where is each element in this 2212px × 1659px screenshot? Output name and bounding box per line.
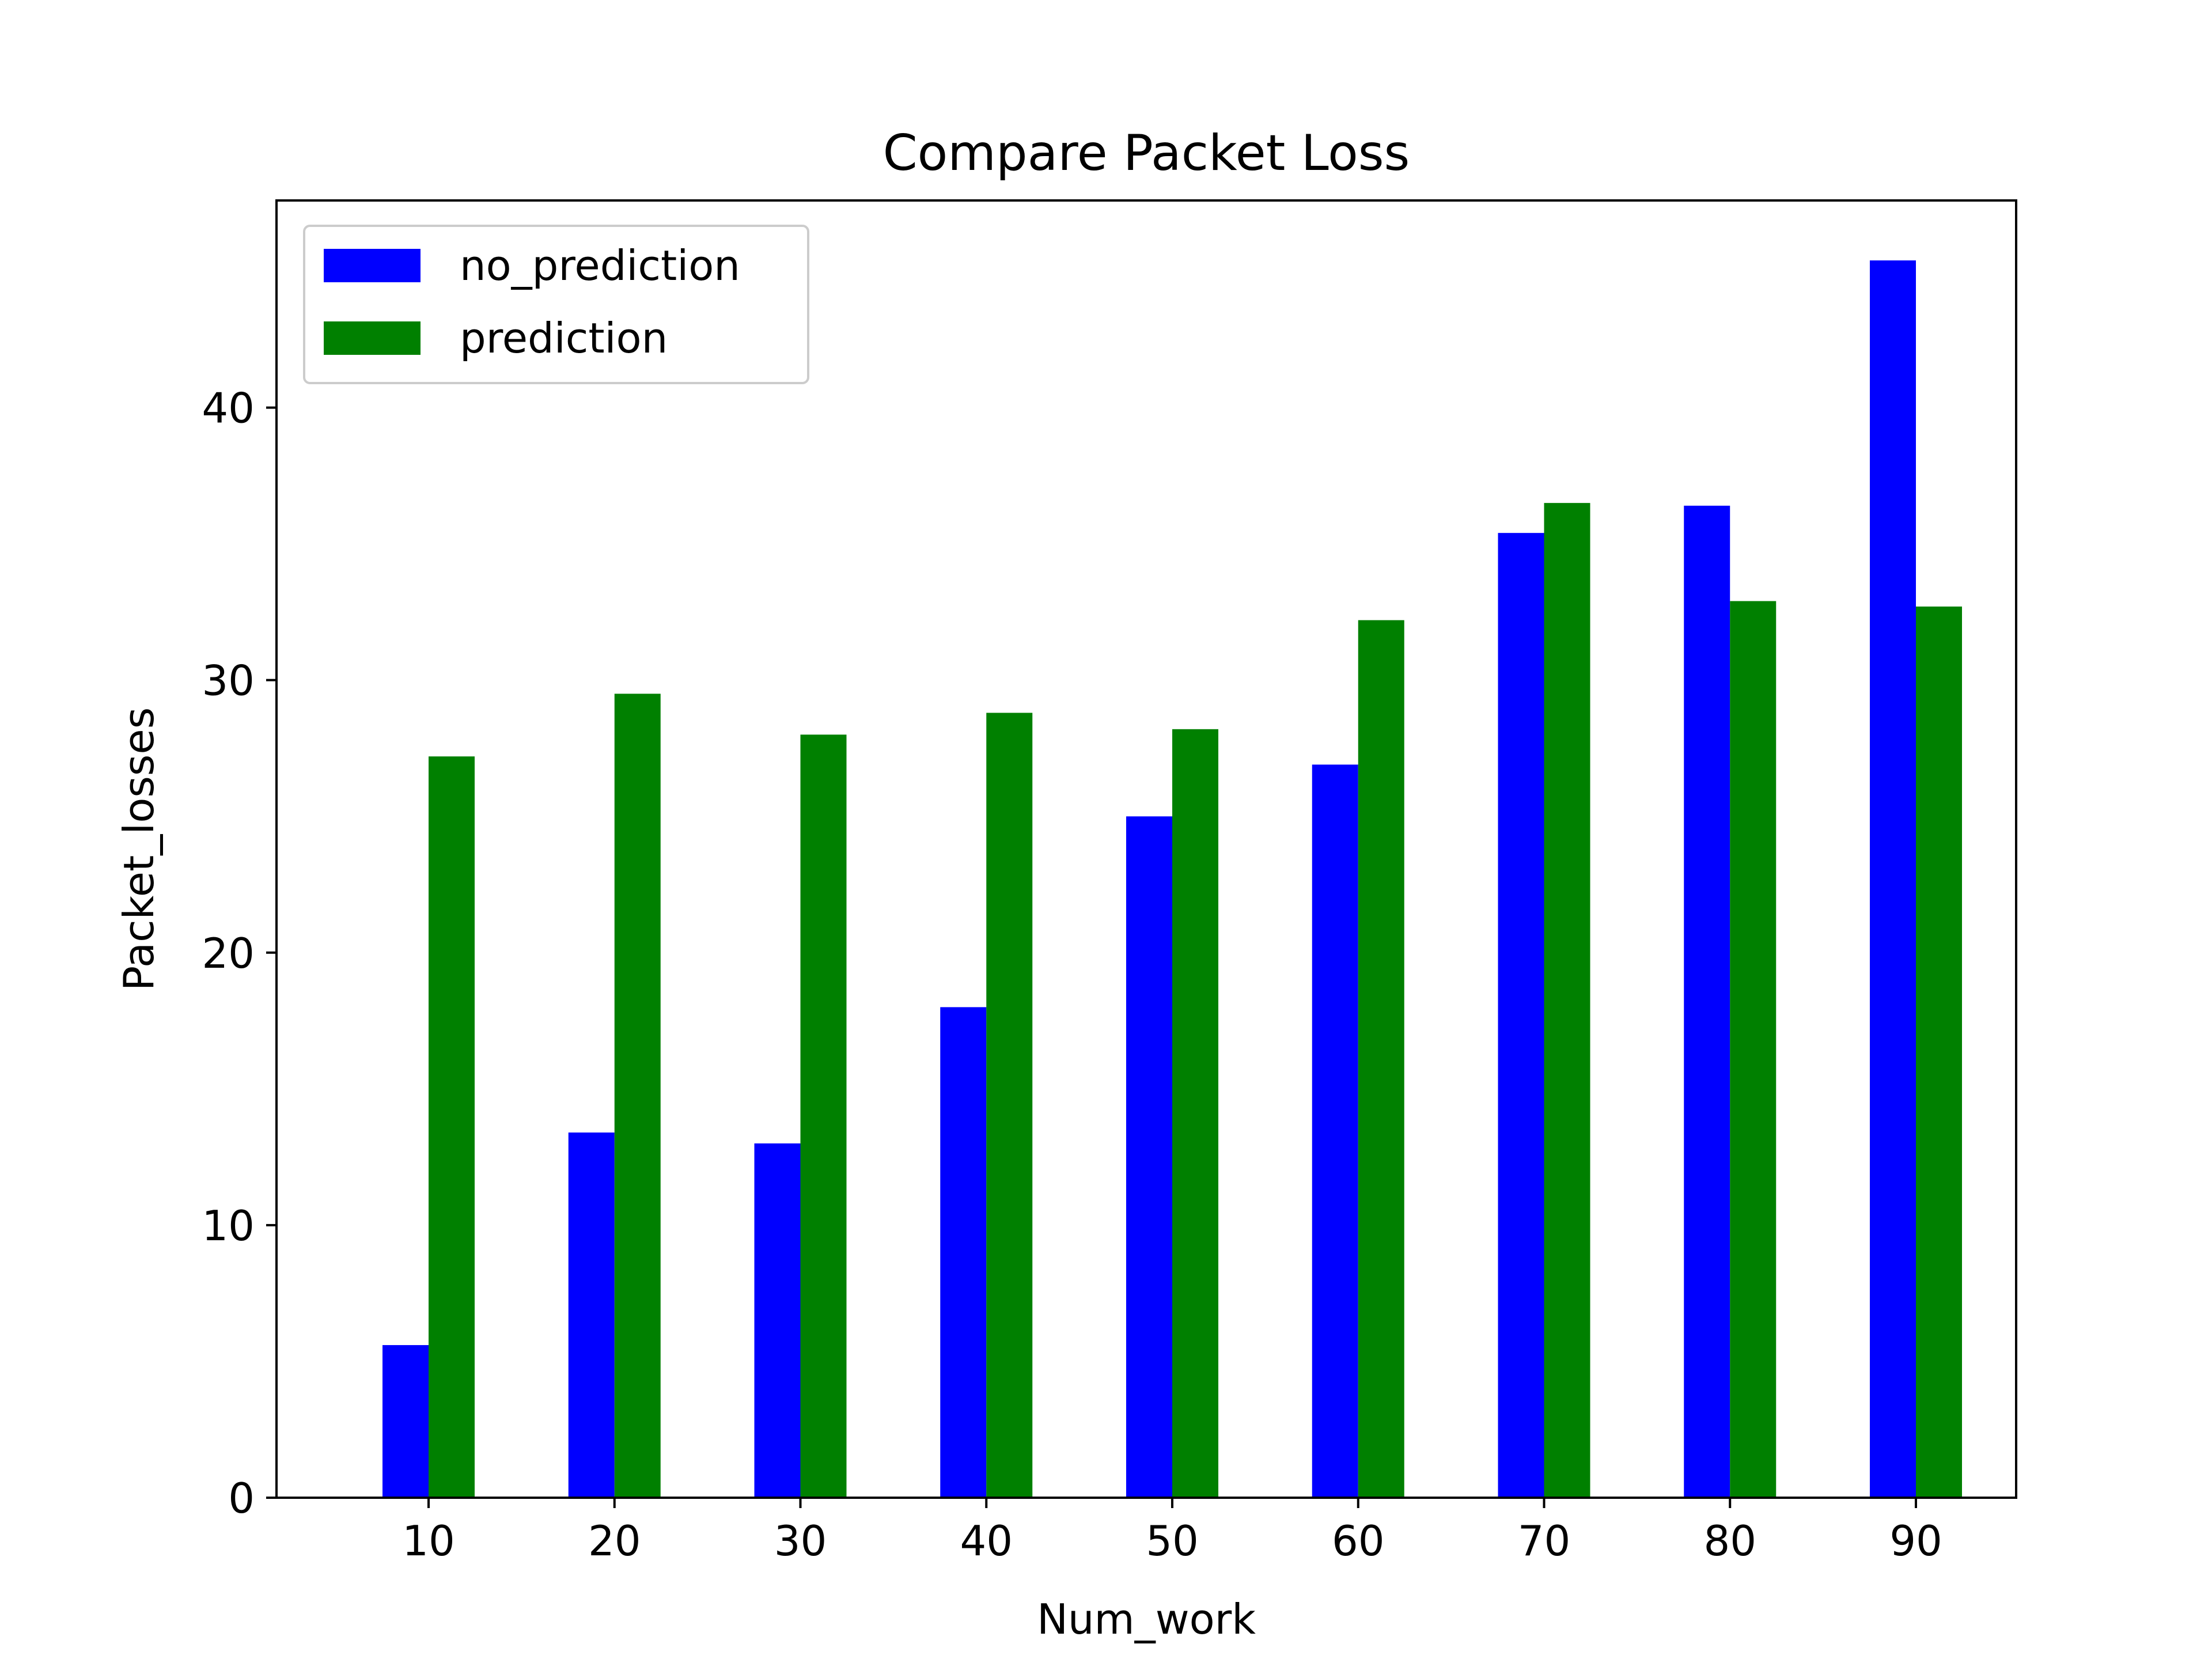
x-tick-label-50: 50 (1146, 1517, 1199, 1565)
y-axis-ticks: 0 10 20 30 40 (202, 384, 276, 1522)
bar-prediction-90 (1916, 606, 1962, 1498)
bar-no-prediction-30 (754, 1143, 801, 1498)
bar-no-prediction-40 (940, 1007, 987, 1498)
bar-prediction-10 (429, 756, 475, 1498)
bar-prediction-40 (986, 713, 1033, 1498)
x-tick-label-20: 20 (588, 1517, 641, 1565)
x-axis-ticks: 10 20 30 40 50 60 70 80 90 (402, 1498, 1942, 1565)
bar-no-prediction-60 (1312, 764, 1358, 1498)
bar-prediction-30 (800, 734, 847, 1498)
y-tick-label-20: 20 (202, 929, 255, 978)
bar-prediction-50 (1172, 729, 1218, 1498)
x-axis-label: Num_work (1037, 1595, 1256, 1643)
x-tick-label-90: 90 (1889, 1517, 1942, 1565)
bar-no-prediction-50 (1126, 816, 1172, 1498)
x-tick-label-60: 60 (1332, 1517, 1385, 1565)
legend-swatch-no-prediction (324, 249, 421, 282)
y-tick-label-30: 30 (202, 657, 255, 705)
x-tick-label-10: 10 (402, 1517, 455, 1565)
chart-title: Compare Packet Loss (883, 124, 1410, 182)
bar-no-prediction-70 (1498, 533, 1544, 1498)
plot-frame (275, 199, 2017, 1499)
y-axis-label: Packet_losses (115, 707, 163, 991)
x-tick-label-40: 40 (960, 1517, 1013, 1565)
bar-no-prediction-20 (568, 1132, 615, 1498)
bar-prediction-20 (614, 694, 661, 1498)
y-tick-label-0: 0 (228, 1474, 255, 1522)
legend-swatch-prediction (324, 321, 421, 355)
legend: no_prediction prediction (303, 225, 809, 384)
bar-prediction-70 (1544, 503, 1590, 1498)
y-tick-label-10: 10 (202, 1202, 255, 1250)
x-tick-label-80: 80 (1703, 1517, 1756, 1565)
bar-prediction-60 (1358, 620, 1404, 1498)
y-tick-label-40: 40 (202, 384, 255, 433)
legend-label-prediction: prediction (460, 314, 668, 362)
x-tick-label-70: 70 (1518, 1517, 1571, 1565)
bar-prediction-80 (1730, 601, 1777, 1498)
bar-no-prediction-80 (1684, 505, 1730, 1498)
bar-no-prediction-10 (382, 1345, 429, 1498)
bar-no-prediction-90 (1870, 260, 1916, 1498)
legend-label-no-prediction: no_prediction (460, 241, 740, 290)
bars-layer (382, 260, 1962, 1498)
legend-box (303, 225, 809, 384)
x-tick-label-30: 30 (774, 1517, 827, 1565)
